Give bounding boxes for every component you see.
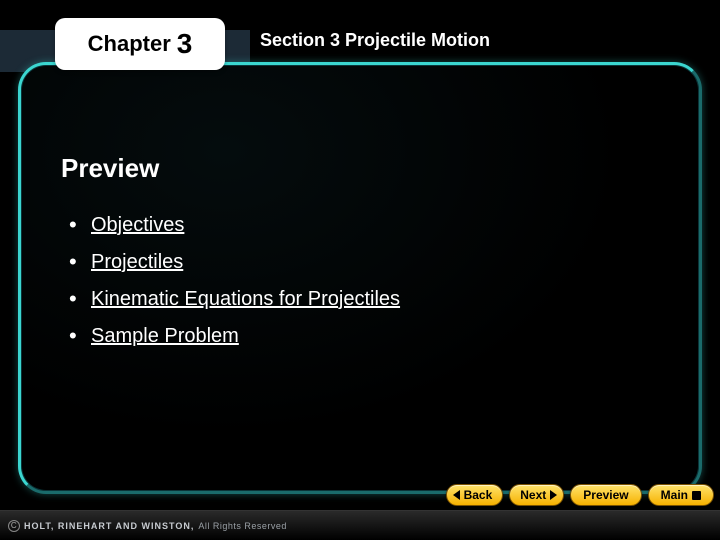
list-item: Projectiles: [69, 251, 659, 274]
main-button-label: Main: [661, 488, 688, 502]
back-button[interactable]: Back: [446, 484, 504, 506]
chevron-left-icon: [453, 490, 460, 500]
nav-button-group: Back Next Preview Main: [446, 484, 714, 506]
next-button[interactable]: Next: [509, 484, 564, 506]
list-item: Sample Problem: [69, 325, 659, 348]
chapter-label: Chapter: [88, 31, 171, 57]
publisher-name: HOLT, RINEHART AND WINSTON,: [24, 521, 194, 531]
main-panel: Preview Objectives Projectiles Kinematic…: [18, 62, 702, 494]
link-sample-problem[interactable]: Sample Problem: [91, 325, 239, 347]
main-button[interactable]: Main: [648, 484, 714, 506]
list-item: Objectives: [69, 214, 659, 237]
page-heading: Preview: [61, 153, 659, 184]
chevron-right-icon: [550, 490, 557, 500]
preview-button[interactable]: Preview: [570, 484, 641, 506]
home-icon: [692, 491, 701, 500]
chapter-number: 3: [177, 28, 193, 60]
footer: C HOLT, RINEHART AND WINSTON, All Rights…: [0, 510, 720, 540]
section-title: Section 3 Projectile Motion: [260, 30, 490, 51]
link-kinematic-equations[interactable]: Kinematic Equations for Projectiles: [91, 288, 400, 310]
copyright-icon: C: [8, 520, 20, 532]
rights-text: All Rights Reserved: [198, 521, 287, 531]
link-objectives[interactable]: Objectives: [91, 214, 184, 236]
slide-frame: Chapter 3 Section 3 Projectile Motion Pr…: [0, 0, 720, 540]
link-projectiles[interactable]: Projectiles: [91, 251, 183, 273]
preview-list: Objectives Projectiles Kinematic Equatio…: [61, 214, 659, 348]
next-button-label: Next: [520, 488, 546, 502]
list-item: Kinematic Equations for Projectiles: [69, 288, 659, 311]
back-button-label: Back: [464, 488, 493, 502]
preview-button-label: Preview: [583, 488, 628, 502]
chapter-tab: Chapter 3: [55, 18, 225, 70]
copyright: C HOLT, RINEHART AND WINSTON, All Rights…: [8, 520, 287, 532]
content-area: Preview Objectives Projectiles Kinematic…: [61, 153, 659, 362]
